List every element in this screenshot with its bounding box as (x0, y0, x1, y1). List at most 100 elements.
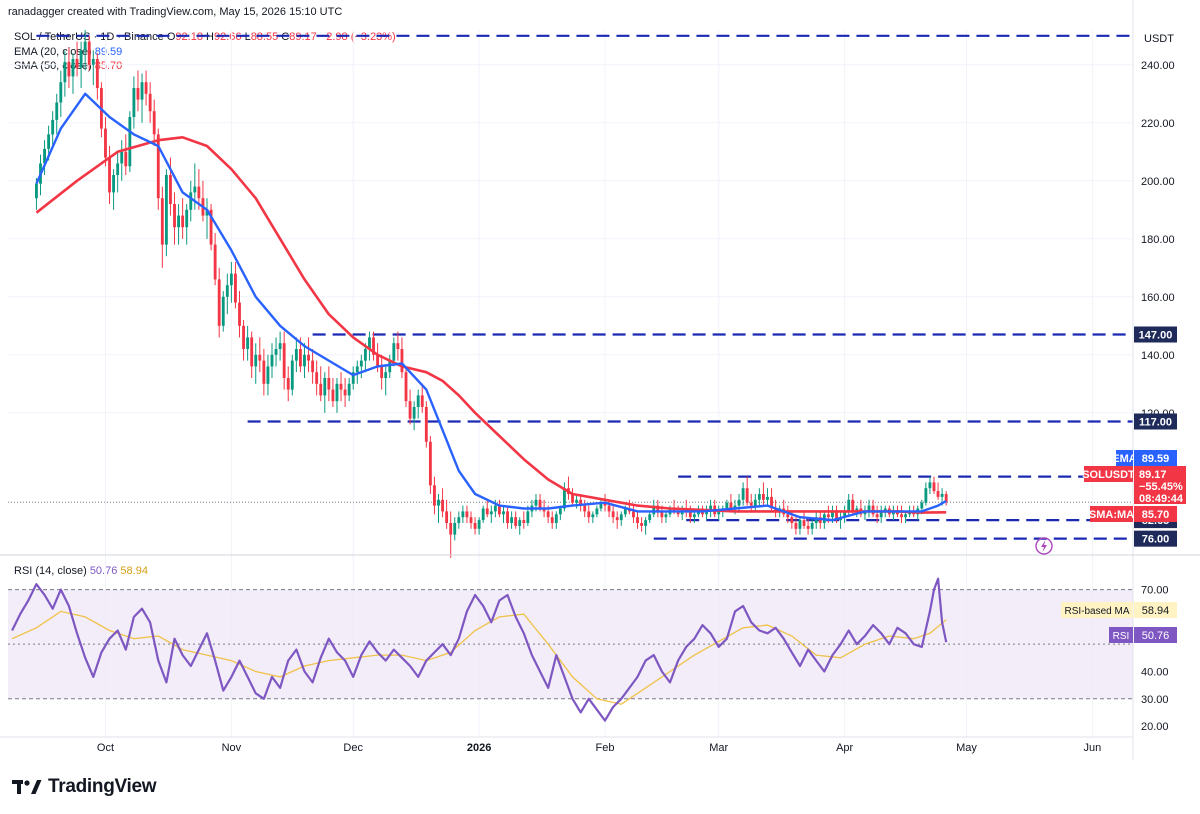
candle-body (67, 61, 71, 77)
candle-body (282, 343, 286, 378)
level-tag (1134, 326, 1177, 343)
candle (518, 517, 522, 535)
candle-body (234, 273, 237, 303)
candle (428, 436, 432, 494)
moving-averages (35, 92, 947, 522)
price-tick-label: 180.00 (1141, 234, 1175, 246)
candle (254, 343, 258, 384)
candle-body (676, 511, 680, 515)
candle-body (71, 59, 75, 77)
lightning-icon-circle (1035, 537, 1053, 555)
candle-body (733, 505, 737, 509)
candle (441, 488, 444, 518)
rsi-legend-value: 50.76 (89, 565, 118, 577)
candle-body (502, 511, 505, 515)
candle-body (286, 378, 290, 390)
candle-body (250, 337, 254, 367)
candle-body (351, 372, 355, 384)
candle (932, 476, 936, 494)
symbol-line[interactable]: SOL / TetherUS · 1D · Binance O92.18 H92… (14, 30, 396, 45)
rsi-band (8, 589, 1133, 700)
candle-body (615, 517, 619, 521)
candle (290, 354, 294, 396)
time-tick-label: Mar (709, 742, 728, 754)
candle (242, 320, 245, 361)
price-tick-label: 220.00 (1141, 118, 1175, 130)
candle-body (120, 151, 124, 164)
candle (189, 180, 193, 222)
candle (311, 349, 315, 384)
candle (632, 505, 635, 523)
candle-body (83, 41, 87, 51)
candle (502, 505, 505, 523)
candle-body (538, 499, 542, 509)
candle (489, 505, 493, 523)
candle-body (485, 508, 489, 515)
ema-legend-value: 89.59 (94, 45, 123, 58)
candle (412, 401, 416, 431)
rsi-tag-name-box (1109, 627, 1133, 643)
candle-body (205, 209, 209, 216)
candle-body (152, 111, 156, 135)
candle-body (437, 499, 440, 506)
candle (717, 505, 721, 521)
candle-body (55, 102, 59, 120)
candle-body (372, 337, 375, 355)
ohlc-open: 92.18 (175, 31, 203, 43)
candle-body (489, 511, 493, 515)
candle (104, 117, 107, 167)
candle (164, 169, 168, 257)
candle-body (79, 50, 83, 68)
candle (424, 401, 428, 448)
candle-body (855, 508, 859, 512)
candle (95, 53, 99, 100)
candle-body (940, 494, 944, 497)
candle-body (412, 407, 416, 419)
price-tags: 147.00117.0098.0082.6576.00EMA89.59SOLUS… (1061, 326, 1186, 643)
ohlc-high: 92.66 (213, 31, 242, 43)
lightning-icon-bolt (1041, 540, 1047, 552)
rsi-legend[interactable]: RSI (14, close) 50.76 58.94 (14, 565, 148, 577)
symbol-tag-value: 89.17 (1139, 469, 1167, 481)
candle-body (636, 517, 639, 523)
candle-body (209, 209, 213, 245)
candle (136, 70, 140, 112)
candle (262, 349, 266, 396)
currency-label[interactable]: USDT (1144, 33, 1174, 45)
candle-body (331, 389, 335, 402)
candle (473, 517, 477, 535)
tradingview-logo[interactable]: TradingView (12, 776, 157, 798)
candle-body (522, 520, 526, 523)
rsi-tag-name-box (1061, 602, 1133, 618)
candle-body (753, 499, 757, 506)
axes: 240.00220.00200.00180.00160.00140.00120.… (0, 0, 1200, 760)
candle-body (806, 525, 810, 529)
candle (270, 343, 274, 378)
candle-body (311, 360, 315, 373)
candle (363, 343, 367, 373)
candle (449, 511, 453, 558)
price-tick-label: 140.00 (1141, 350, 1175, 362)
rsi-tag-name: RSI (1113, 631, 1130, 642)
rsi-band-fill (8, 589, 1133, 699)
candle-body (140, 82, 144, 100)
candle-body (737, 499, 741, 506)
candle (380, 354, 384, 390)
candle (879, 505, 883, 523)
candle-body (368, 337, 371, 349)
candle-body (384, 372, 388, 378)
candle-body (688, 511, 692, 518)
candle (644, 517, 648, 535)
candle (619, 511, 623, 526)
candle-body (558, 508, 562, 515)
ema-legend[interactable]: EMA (20, close) 89.59 (14, 45, 396, 60)
candle-body (534, 499, 538, 506)
candle-body (116, 163, 120, 175)
candle-body (238, 302, 241, 326)
candle-body (185, 209, 189, 228)
candle (863, 505, 867, 521)
candle-body (35, 183, 38, 199)
candle-body (664, 514, 668, 518)
candle-body (193, 186, 197, 193)
